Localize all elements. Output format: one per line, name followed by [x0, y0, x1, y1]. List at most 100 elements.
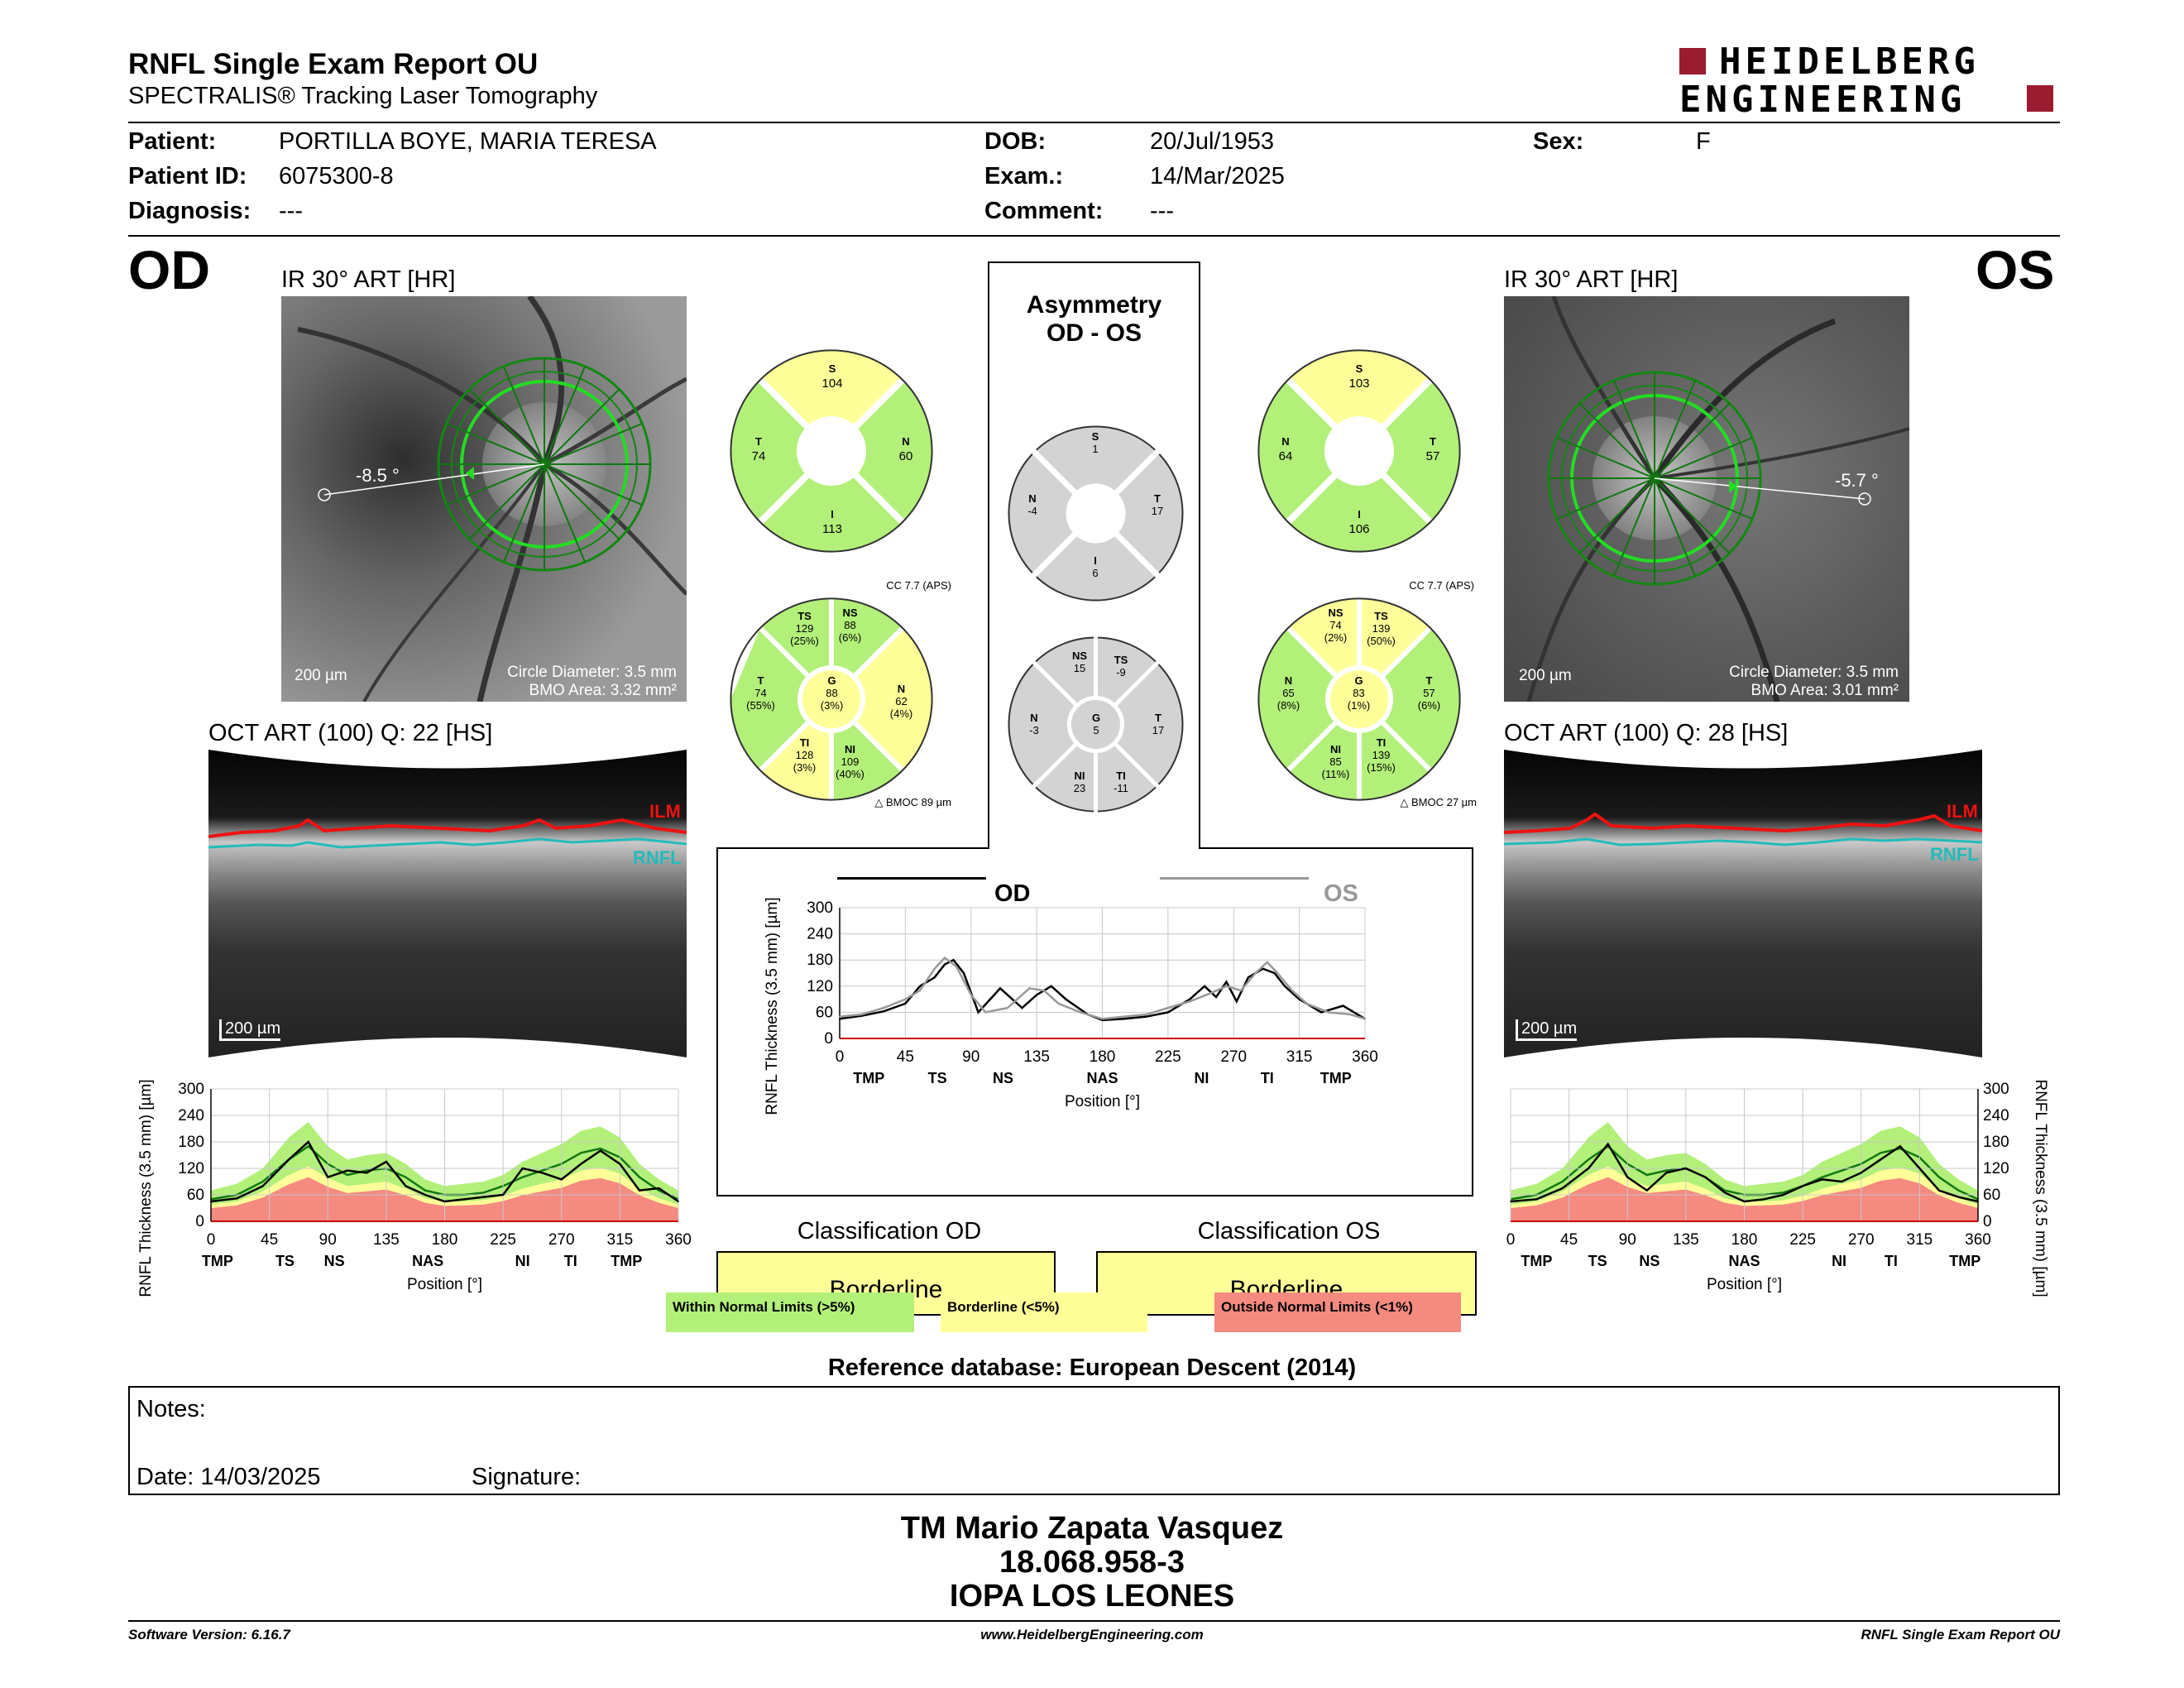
asym-ti-label: TI [1116, 770, 1126, 782]
data-point-od [1262, 967, 1264, 970]
data-point-od [658, 1187, 660, 1189]
os-quad-t [1359, 380, 1460, 522]
data-point-od [904, 1003, 907, 1005]
od-t-value: 74 [754, 687, 767, 699]
y-tick-label: 0 [1983, 1213, 1992, 1230]
os-ti-pct: (15%) [1367, 761, 1396, 774]
y-tick-label: 300 [178, 1081, 204, 1098]
sector-label: TMP [853, 1070, 884, 1086]
od-ilm-label: ILM [649, 801, 681, 822]
od-eye-label: OD [128, 239, 210, 300]
od-sector-g: G 88 (3%) [813, 674, 850, 712]
os-scan-circle [1547, 371, 1871, 586]
os-circle-diameter: Circle Diameter: 3.5 mm [1729, 664, 1899, 681]
data-point-os [1704, 1176, 1707, 1178]
os-quad-t-value: 57 [1425, 449, 1440, 463]
y-tick-label: 180 [178, 1134, 204, 1151]
heidelberg-logo: HEIDELBERG ENGINEERING [1679, 41, 2060, 121]
asym-quad-s-value: 1 [1092, 443, 1099, 455]
od-ir-label: IR 30° ART [HR] [281, 266, 456, 293]
data-point-os [1802, 1185, 1803, 1187]
os-quadrant-chart [1257, 349, 1461, 553]
data-point-od [560, 1178, 563, 1181]
data-point-os [984, 1011, 987, 1014]
data-point-od [1215, 996, 1217, 998]
signature-label: Signature: [472, 1464, 582, 1490]
data-point-os [1645, 1189, 1648, 1192]
od-ti-label: TI [799, 736, 810, 749]
od-cc-label: CC 7.7 (APS) [886, 579, 951, 592]
od-ti-pct: (3%) [793, 761, 817, 774]
data-point-os [1189, 1000, 1191, 1003]
data-point-os [1364, 1018, 1366, 1020]
os-fundus-svg [1504, 296, 1909, 702]
od-t-pct: (55%) [746, 699, 775, 712]
asym-sector-n: N -3 [1018, 712, 1051, 736]
sector-label: NAS [1086, 1070, 1118, 1086]
y-tick-label: 300 [807, 899, 833, 917]
header-divider [128, 122, 2060, 123]
os-classification-title: Classification OS [1197, 1218, 1381, 1244]
os-t-label: T [1425, 674, 1433, 687]
notes-date: Date: 14/03/2025 [136, 1464, 321, 1490]
data-point-od [261, 1185, 264, 1187]
footer-website[interactable]: www.HeidelbergEngineering.com [980, 1627, 1204, 1642]
od-oct-svg [208, 750, 687, 1057]
data-point-os [1665, 1172, 1668, 1174]
od-quad-t-value: 74 [751, 449, 766, 463]
patient-id: 6075300-8 [279, 163, 394, 189]
sex-label: Sex: [1533, 128, 1584, 155]
y-tick-label: 120 [807, 978, 833, 995]
patient-name: PORTILLA BOYE, MARIA TERESA [279, 128, 657, 155]
os-sector-ti: TI 139 (15%) [1363, 736, 1400, 774]
asym-sector-chart [1008, 635, 1184, 813]
os-cc-label: CC 7.7 (APS) [1409, 579, 1474, 592]
data-point-os [1276, 972, 1278, 974]
od-circle-diameter: Circle Diameter: 3.5 mm [507, 664, 677, 681]
data-point-os [1841, 1181, 1843, 1182]
od-ns-label: NS [842, 607, 858, 619]
asym-sector-ti: TI -11 [1104, 770, 1138, 794]
x-tick-label: 0 [207, 1231, 216, 1249]
asym-sector-t: T 17 [1142, 712, 1175, 736]
data-point-od [502, 1194, 504, 1196]
data-point-od [424, 1194, 426, 1196]
data-point-os [1240, 990, 1242, 991]
data-point-os [883, 1007, 884, 1009]
asym-sector-ts: TS -9 [1104, 654, 1138, 679]
os-angle: -5.7 ° [1835, 470, 1879, 491]
data-point-os [1328, 1011, 1329, 1014]
footer-divider [128, 1620, 2060, 1622]
comment-value: --- [1150, 198, 1174, 224]
os-oct-image [1504, 750, 1982, 1057]
os-ts-value: 139 [1372, 622, 1391, 635]
os-ti-label: TI [1376, 736, 1387, 749]
data-point-od [1235, 1000, 1238, 1003]
od-quad-n-label: N [902, 435, 910, 448]
data-point-os [1349, 1014, 1352, 1015]
data-point-od [1036, 994, 1037, 996]
x-tick-label: 180 [432, 1231, 458, 1249]
data-point-os [904, 998, 907, 1000]
od-sector-ns: NS 88 (6%) [831, 607, 869, 644]
data-point-os [1880, 1158, 1882, 1161]
od-classification-title: Classification OD [797, 1218, 982, 1244]
sector-label: TMP [202, 1253, 233, 1269]
os-ir-label: IR 30° ART [HR] [1504, 266, 1679, 293]
od-ni-pct: (40%) [836, 768, 864, 780]
data-point-os [1225, 985, 1228, 987]
od-quad-s-value: 104 [821, 376, 843, 391]
software-version: Software Version: 6.16.7 [128, 1627, 290, 1642]
data-point-od [1342, 1005, 1344, 1007]
asym-ni-value: 23 [1073, 782, 1086, 794]
data-point-os [1860, 1172, 1862, 1174]
od-t-label: T [757, 674, 764, 687]
od-scale-bar: 200 µm [295, 667, 347, 684]
os-eye-label: OS [1976, 239, 2055, 300]
data-point-os [1588, 1168, 1589, 1169]
y-tick-label: 60 [187, 1187, 204, 1204]
od-oct-scale: 200 µm [219, 1019, 281, 1041]
asym-quad-n-label: N [1028, 492, 1037, 505]
os-quad-s-label: S [1355, 362, 1363, 375]
data-point-os [1724, 1192, 1726, 1194]
